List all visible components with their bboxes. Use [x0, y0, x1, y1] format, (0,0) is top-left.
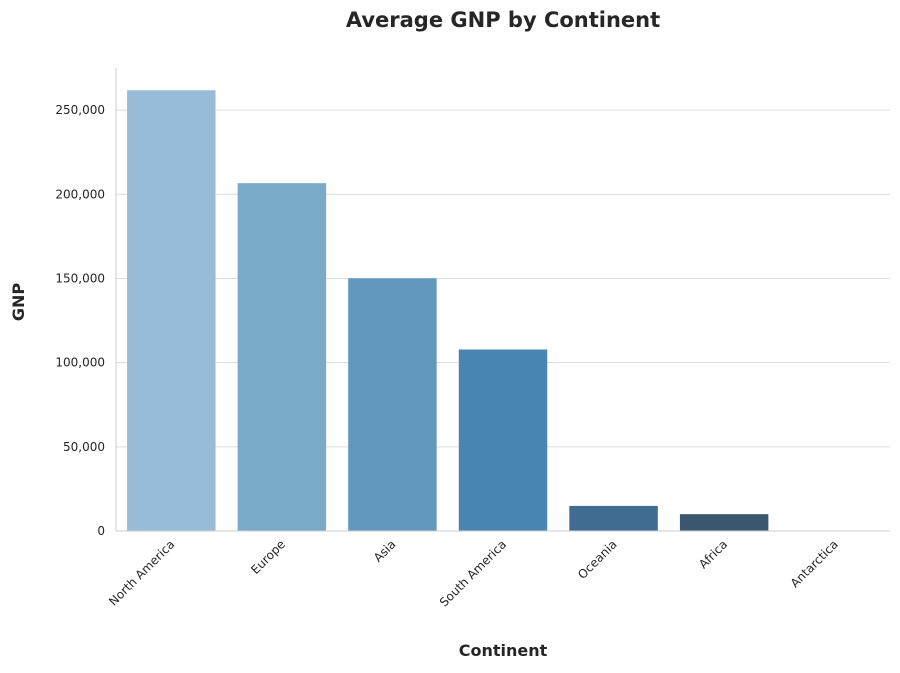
bars: [127, 90, 769, 532]
y-tick-label: 100,000: [55, 356, 105, 370]
bar-north-america: [127, 90, 216, 531]
y-tick-label: 50,000: [63, 440, 105, 454]
x-axis-label: Continent: [459, 641, 548, 660]
bar-asia: [348, 278, 437, 531]
y-tick-label: 150,000: [55, 271, 105, 285]
x-tick-label-south-america: South America: [437, 537, 509, 609]
y-tick-label: 250,000: [55, 103, 105, 117]
y-tick-label: 200,000: [55, 187, 105, 201]
bar-oceania: [569, 505, 658, 531]
y-tick-labels: 0 50,000 100,000 150,000 200,000 250,000: [55, 103, 105, 538]
x-tick-label-oceania: Oceania: [575, 537, 620, 582]
y-tick-label: 0: [97, 524, 105, 538]
bar-africa: [679, 514, 769, 531]
bar-south-america: [458, 349, 548, 531]
chart-title: Average GNP by Continent: [346, 8, 660, 32]
x-tick-label-antarctica: Antarctica: [788, 537, 841, 590]
x-tick-label-asia: Asia: [371, 537, 399, 565]
y-axis-label: GNP: [9, 283, 28, 322]
bar-europe: [237, 183, 327, 532]
x-tick-labels: North America Europe Asia South America Ocea…: [106, 537, 841, 609]
x-tick-label-africa: Africa: [696, 537, 730, 571]
x-tick-label-north-america: North America: [106, 537, 177, 608]
x-tick-label-europe: Europe: [248, 537, 288, 577]
